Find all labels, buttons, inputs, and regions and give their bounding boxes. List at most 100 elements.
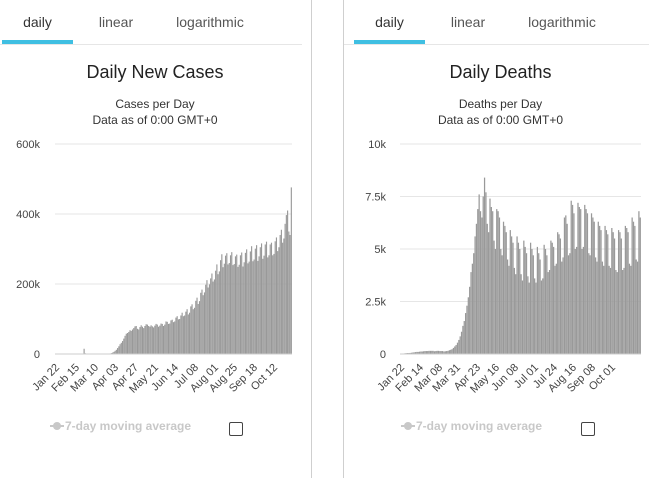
data-bar[interactable]	[149, 326, 151, 354]
data-bar[interactable]	[229, 255, 232, 354]
data-bar[interactable]	[157, 326, 160, 354]
data-bar[interactable]	[243, 262, 245, 354]
data-bar[interactable]	[517, 242, 520, 354]
data-bar[interactable]	[206, 280, 208, 354]
data-bar[interactable]	[143, 328, 145, 354]
data-bar[interactable]	[443, 351, 445, 354]
data-bar[interactable]	[580, 209, 582, 354]
data-bar[interactable]	[207, 287, 209, 355]
data-bar[interactable]	[215, 270, 217, 354]
data-bar[interactable]	[179, 319, 181, 354]
data-bar[interactable]	[604, 225, 606, 354]
data-bar[interactable]	[198, 301, 201, 354]
data-bar[interactable]	[586, 213, 589, 354]
data-bar[interactable]	[189, 312, 191, 354]
data-bar[interactable]	[612, 232, 614, 354]
data-bar[interactable]	[578, 207, 580, 354]
data-bar[interactable]	[488, 232, 490, 354]
data-bar[interactable]	[616, 272, 618, 354]
data-bar[interactable]	[505, 232, 507, 354]
data-bar[interactable]	[515, 274, 517, 354]
data-bar[interactable]	[441, 351, 444, 354]
data-bar[interactable]	[574, 249, 576, 354]
data-bar[interactable]	[118, 346, 120, 354]
data-bar[interactable]	[213, 279, 215, 354]
data-bar[interactable]	[238, 264, 240, 354]
data-bar[interactable]	[112, 352, 114, 354]
data-bar[interactable]	[133, 328, 135, 354]
data-bar[interactable]	[159, 325, 161, 354]
data-bar[interactable]	[239, 255, 242, 354]
data-bar[interactable]	[278, 247, 280, 354]
data-bar[interactable]	[500, 249, 502, 354]
data-bar[interactable]	[450, 349, 452, 354]
data-bar[interactable]	[585, 209, 587, 354]
data-bar[interactable]	[248, 261, 250, 354]
data-bar[interactable]	[150, 325, 152, 354]
data-bar[interactable]	[634, 225, 636, 354]
data-bar[interactable]	[638, 211, 640, 354]
data-bar[interactable]	[543, 244, 545, 354]
data-bar[interactable]	[546, 255, 548, 354]
data-bar[interactable]	[129, 330, 131, 354]
data-bar[interactable]	[466, 305, 468, 354]
data-bar[interactable]	[527, 276, 529, 354]
data-bar[interactable]	[153, 327, 155, 354]
data-bar[interactable]	[596, 261, 598, 354]
data-bar[interactable]	[627, 232, 629, 354]
data-bar[interactable]	[569, 253, 571, 354]
data-bar[interactable]	[600, 230, 602, 354]
data-bar[interactable]	[497, 211, 499, 354]
data-bar[interactable]	[458, 339, 460, 354]
data-bar[interactable]	[532, 255, 534, 354]
data-bar[interactable]	[257, 260, 259, 354]
data-bar[interactable]	[485, 192, 487, 354]
data-bar[interactable]	[525, 253, 528, 354]
data-bar[interactable]	[265, 241, 268, 354]
data-bar[interactable]	[594, 257, 597, 354]
data-bar[interactable]	[489, 198, 491, 354]
data-bar[interactable]	[475, 223, 478, 354]
tab-linear[interactable]: linear	[98, 14, 134, 30]
data-bar[interactable]	[217, 274, 219, 354]
data-bar[interactable]	[202, 295, 204, 354]
data-bar[interactable]	[469, 286, 471, 354]
data-bar[interactable]	[413, 352, 415, 354]
data-bar[interactable]	[160, 323, 162, 354]
data-bar[interactable]	[256, 245, 258, 354]
data-bar[interactable]	[268, 255, 270, 354]
data-bar[interactable]	[573, 213, 575, 354]
data-bar[interactable]	[282, 242, 284, 354]
data-bar[interactable]	[563, 217, 566, 355]
data-bar[interactable]	[512, 242, 514, 354]
data-bar[interactable]	[565, 215, 567, 354]
data-bar[interactable]	[170, 320, 172, 354]
data-bar[interactable]	[186, 309, 188, 354]
data-bar[interactable]	[447, 350, 449, 354]
data-bar[interactable]	[182, 316, 184, 354]
data-bar[interactable]	[446, 351, 448, 354]
data-bar[interactable]	[174, 321, 176, 354]
data-bar[interactable]	[597, 221, 599, 354]
tab-logarithmic[interactable]: logarithmic	[528, 14, 596, 30]
data-bar[interactable]	[172, 322, 175, 354]
data-bar[interactable]	[544, 249, 547, 354]
data-bar[interactable]	[212, 281, 214, 354]
data-bar[interactable]	[428, 350, 430, 354]
data-bar[interactable]	[264, 244, 266, 354]
data-bar[interactable]	[223, 263, 225, 354]
data-bar[interactable]	[636, 261, 639, 354]
data-bar[interactable]	[444, 351, 446, 354]
data-bar[interactable]	[164, 324, 166, 354]
data-bar[interactable]	[617, 230, 620, 354]
data-bar[interactable]	[436, 350, 438, 354]
data-bar[interactable]	[275, 237, 278, 354]
data-bar[interactable]	[558, 234, 560, 354]
data-bar[interactable]	[120, 342, 122, 354]
data-bar[interactable]	[540, 280, 543, 355]
data-bar[interactable]	[486, 223, 488, 354]
data-bar[interactable]	[130, 330, 132, 354]
data-bar[interactable]	[516, 236, 518, 354]
data-bar[interactable]	[232, 265, 234, 354]
data-bar[interactable]	[418, 351, 421, 354]
